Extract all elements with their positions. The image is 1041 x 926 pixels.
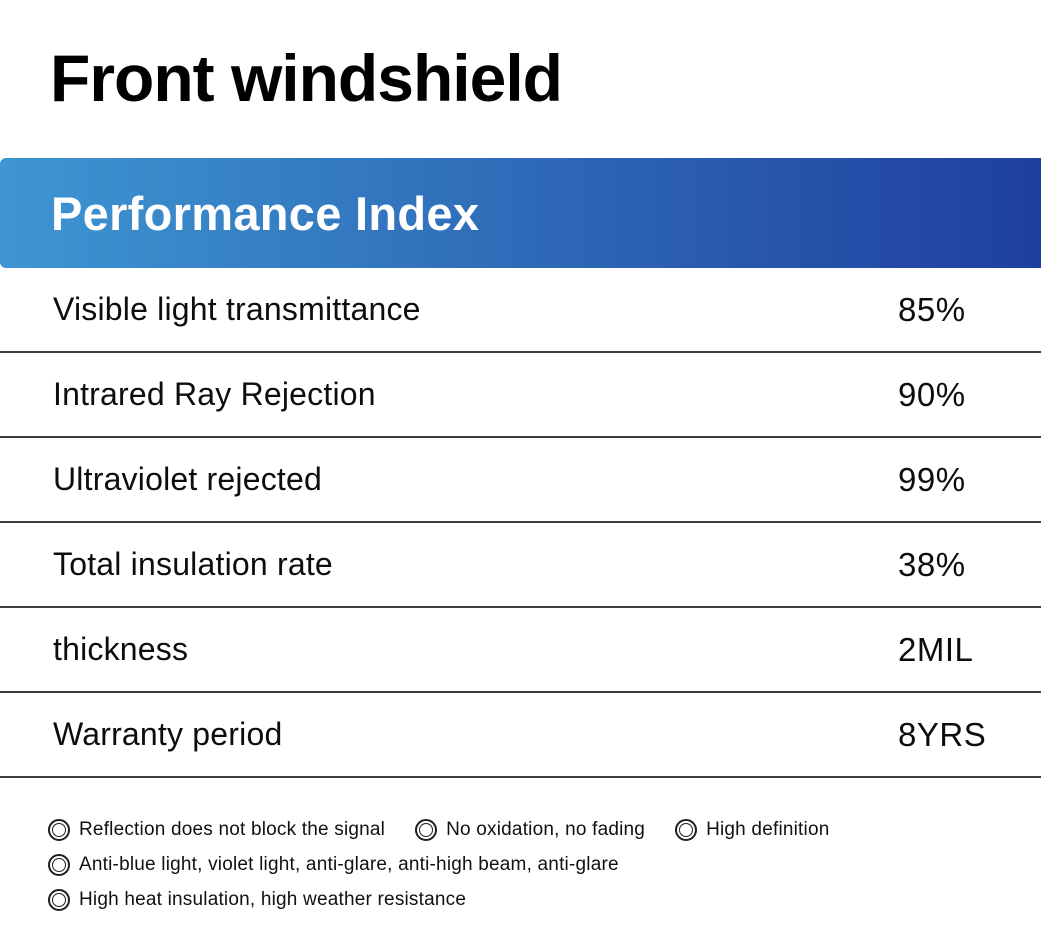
double-circle-icon (48, 854, 70, 876)
feature-label: Reflection does not block the signal (79, 819, 386, 840)
feature-item: No oxidation, no fading (415, 819, 645, 841)
performance-band: Performance Index (0, 158, 1041, 268)
feature-line-1: Reflection does not block the signal No … (48, 819, 1041, 841)
row-label: Intrared Ray Rejection (53, 376, 376, 412)
table-row-insulation: Total insulation rate 38% (0, 523, 1041, 608)
feature-label: Anti-blue light, violet light, anti-glar… (79, 854, 619, 875)
row-value: 2MIL (898, 630, 974, 668)
table-row-warranty: Warranty period 8YRS (0, 693, 1041, 778)
table-row-visible-light: Visible light transmittance 85% (0, 268, 1041, 353)
row-value: 85% (898, 290, 966, 328)
double-circle-icon (48, 889, 70, 911)
row-label: Ultraviolet rejected (53, 461, 322, 497)
feature-line-2: Anti-blue light, violet light, anti-glar… (48, 854, 1041, 876)
spec-table: Visible light transmittance 85% Intrared… (0, 268, 1041, 778)
table-row-ultraviolet: Ultraviolet rejected 99% (0, 438, 1041, 523)
feature-item: High heat insulation, high weather resis… (48, 889, 466, 911)
row-value: 90% (898, 375, 966, 413)
table-row-infrared: Intrared Ray Rejection 90% (0, 353, 1041, 438)
feature-item: Anti-blue light, violet light, anti-glar… (48, 854, 619, 876)
row-value: 8YRS (898, 715, 987, 753)
feature-item: High definition (675, 819, 829, 841)
double-circle-icon (675, 819, 698, 841)
row-value: 99% (898, 460, 966, 498)
double-circle-icon (48, 819, 70, 841)
row-value: 38% (898, 545, 966, 583)
feature-label: High heat insulation, high weather resis… (79, 889, 467, 910)
performance-band-title: Performance Index (51, 186, 480, 240)
page-title: Front windshield (50, 41, 563, 115)
feature-item: Reflection does not block the signal (48, 819, 385, 841)
double-circle-icon (415, 819, 438, 841)
row-label: thickness (53, 631, 189, 667)
row-label: Visible light transmittance (53, 291, 421, 327)
feature-label: High definition (706, 819, 830, 840)
row-label: Total insulation rate (53, 546, 333, 582)
feature-list: Reflection does not block the signal No … (48, 819, 1041, 911)
row-label: Warranty period (53, 716, 283, 752)
table-row-thickness: thickness 2MIL (0, 608, 1041, 693)
feature-line-3: High heat insulation, high weather resis… (48, 889, 1041, 911)
feature-label: No oxidation, no fading (446, 819, 646, 840)
